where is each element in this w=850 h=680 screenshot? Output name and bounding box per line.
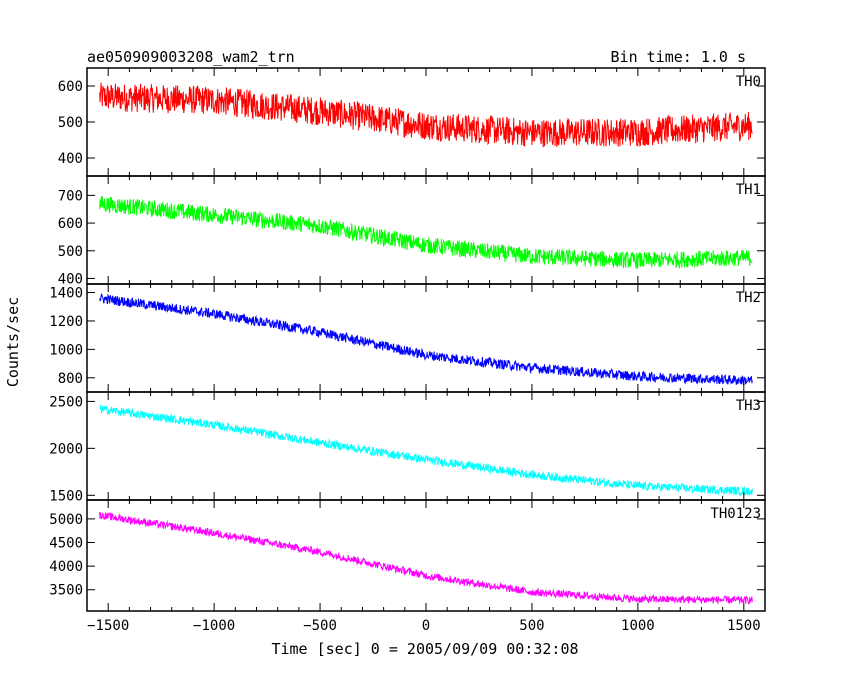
panel-label: TH1 bbox=[736, 182, 761, 198]
x-tick-label: 1500 bbox=[727, 618, 761, 634]
y-tick-label: 400 bbox=[58, 151, 83, 167]
y-tick-label: 1000 bbox=[49, 342, 83, 358]
y-tick-label: 4000 bbox=[49, 559, 83, 575]
panel-frame bbox=[86, 175, 766, 285]
x-tick-label: −1500 bbox=[87, 618, 129, 634]
y-tick-label: 4500 bbox=[49, 536, 83, 552]
panel-frame bbox=[86, 391, 766, 501]
y-tick-label: 700 bbox=[58, 188, 83, 204]
y-tick-label: 400 bbox=[58, 271, 83, 287]
x-tick-label: 500 bbox=[519, 618, 544, 634]
panel-frame bbox=[86, 499, 766, 612]
panel-th3: 1500 2000 2500 TH3 bbox=[49, 391, 766, 504]
figure-title: ae050909003208_wam2_trn bbox=[87, 48, 295, 66]
series-line-th0123 bbox=[99, 511, 753, 605]
panel-th0123: 3500 4000 4500 5000 TH0123 −1500 −1000 −500 0 500… bbox=[49, 499, 766, 634]
y-tick-label: 2500 bbox=[49, 394, 83, 410]
bin-time-label: Bin time: 1.0 s bbox=[611, 48, 746, 66]
x-tick-label: −1000 bbox=[193, 618, 235, 634]
y-tick-label: 1400 bbox=[49, 286, 83, 302]
panel-th1: 400 500 600 700 TH1 bbox=[58, 175, 766, 287]
panel-th0: 400 500 600 TH0 bbox=[58, 67, 766, 177]
y-tick-label: 600 bbox=[58, 79, 83, 95]
y-tick-label: 800 bbox=[58, 371, 83, 387]
y-tick-label: 1200 bbox=[49, 314, 83, 330]
x-tick-label: 0 bbox=[422, 618, 430, 634]
panel-th2: 800 1000 1200 1400 TH2 bbox=[49, 283, 766, 393]
panel-label: TH2 bbox=[736, 290, 761, 306]
y-tick-label: 500 bbox=[58, 244, 83, 260]
y-tick-label: 500 bbox=[58, 115, 83, 131]
panel-label: TH0123 bbox=[710, 506, 761, 522]
y-tick-label: 5000 bbox=[49, 512, 83, 528]
y-tick-label: 1500 bbox=[49, 488, 83, 504]
panel-label: TH0 bbox=[736, 74, 761, 90]
panels-group: 400 500 600 TH0 400 500 600 700 TH1 800 1000 1200 14… bbox=[49, 67, 766, 634]
y-axis-label: Counts/sec bbox=[4, 297, 22, 387]
series-line-th1 bbox=[99, 196, 753, 270]
y-tick-label: 3500 bbox=[49, 583, 83, 599]
series-line-th2 bbox=[99, 293, 753, 385]
y-tick-label: 600 bbox=[58, 216, 83, 232]
panel-label: TH3 bbox=[736, 398, 761, 414]
x-tick-label: −500 bbox=[303, 618, 337, 634]
y-tick-label: 2000 bbox=[49, 441, 83, 457]
x-axis-label: Time [sec] 0 = 2005/09/09 00:32:08 bbox=[271, 640, 578, 658]
series-line-th0 bbox=[99, 82, 753, 148]
x-tick-label: 1000 bbox=[621, 618, 655, 634]
series-line-th3 bbox=[99, 404, 753, 497]
